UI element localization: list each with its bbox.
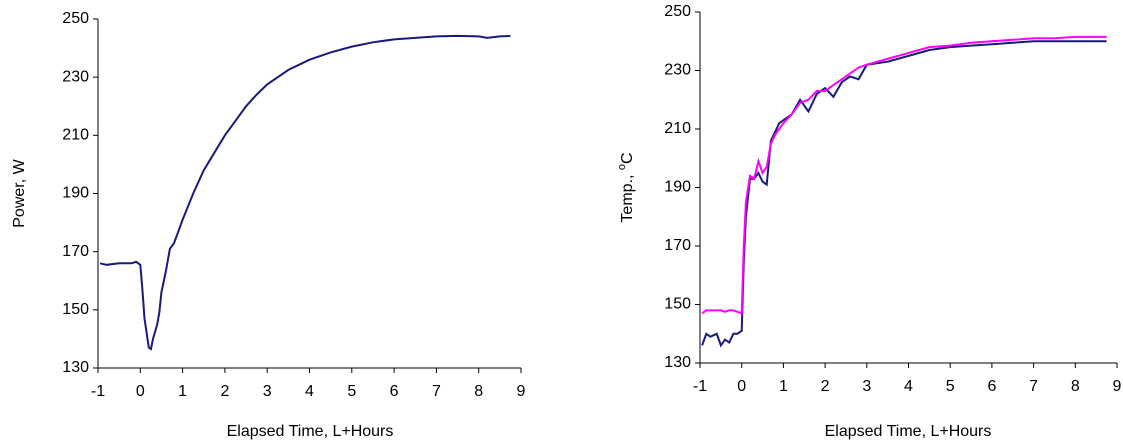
y-axis-label-part: o [616, 164, 628, 170]
y-axis-label-part: Power, W [11, 158, 28, 227]
x-tick-label: -1 [91, 383, 105, 400]
x-tick-label: -1 [693, 378, 707, 395]
chart: 130 150 170 190 210 230 250 -1 0 1 2 3 4 5 6 7 8 9 Elapsed… [616, 3, 1122, 440]
x-tick-label: 4 [305, 383, 314, 400]
y-tick-label: 210 [62, 127, 89, 144]
series-line [701, 35, 1107, 315]
x-tick-label: 4 [904, 378, 913, 395]
y-tick-label: 150 [664, 296, 691, 313]
y-axis-label-part: Temp., [619, 170, 636, 222]
y-tick-label: 150 [62, 301, 89, 318]
x-tick-label: 3 [263, 383, 272, 400]
y-tick-label: 190 [664, 179, 691, 196]
x-tick-label: 1 [779, 378, 788, 395]
x-tick-label: 8 [1071, 378, 1080, 395]
x-tick-label: 6 [987, 378, 996, 395]
y-tick-label: 250 [664, 3, 691, 20]
series-line [99, 34, 511, 351]
x-axis-label: Elapsed Time, L+Hours [825, 423, 992, 440]
x-tick-label: 9 [1113, 378, 1122, 395]
y-tick-label: 130 [664, 354, 691, 371]
x-tick-label: 2 [220, 383, 229, 400]
y-tick-label: 250 [62, 10, 89, 27]
x-tick-label: 7 [1029, 378, 1038, 395]
y-axis-label: Power, W [11, 158, 28, 227]
x-axis-label: Elapsed Time, L+Hours [227, 423, 394, 440]
y-tick-label: 210 [664, 120, 691, 137]
x-tick-label: 8 [474, 383, 483, 400]
y-tick-label: 190 [62, 185, 89, 202]
y-axis-label-part: C [619, 152, 636, 164]
x-tick-label: 0 [136, 383, 145, 400]
y-axis-label: Temp., oC [616, 152, 636, 222]
x-tick-label: 3 [862, 378, 871, 395]
x-tick-label: 0 [737, 378, 746, 395]
x-tick-label: 1 [178, 383, 187, 400]
x-tick-label: 9 [517, 383, 526, 400]
x-tick-label: 5 [946, 378, 955, 395]
y-tick-label: 170 [664, 237, 691, 254]
y-tick-label: 230 [62, 68, 89, 85]
x-tick-label: 2 [821, 378, 830, 395]
y-tick-label: 230 [664, 62, 691, 79]
chart: 130 150 170 190 210 230 250 -1 0 1 2 3 4 5 6 7 8 9 Elapsed… [11, 10, 525, 440]
x-tick-label: 5 [347, 383, 356, 400]
x-tick-label: 7 [432, 383, 441, 400]
y-tick-label: 130 [62, 359, 89, 376]
y-tick-label: 170 [62, 243, 89, 260]
series-line [701, 40, 1107, 348]
x-tick-label: 6 [390, 383, 399, 400]
